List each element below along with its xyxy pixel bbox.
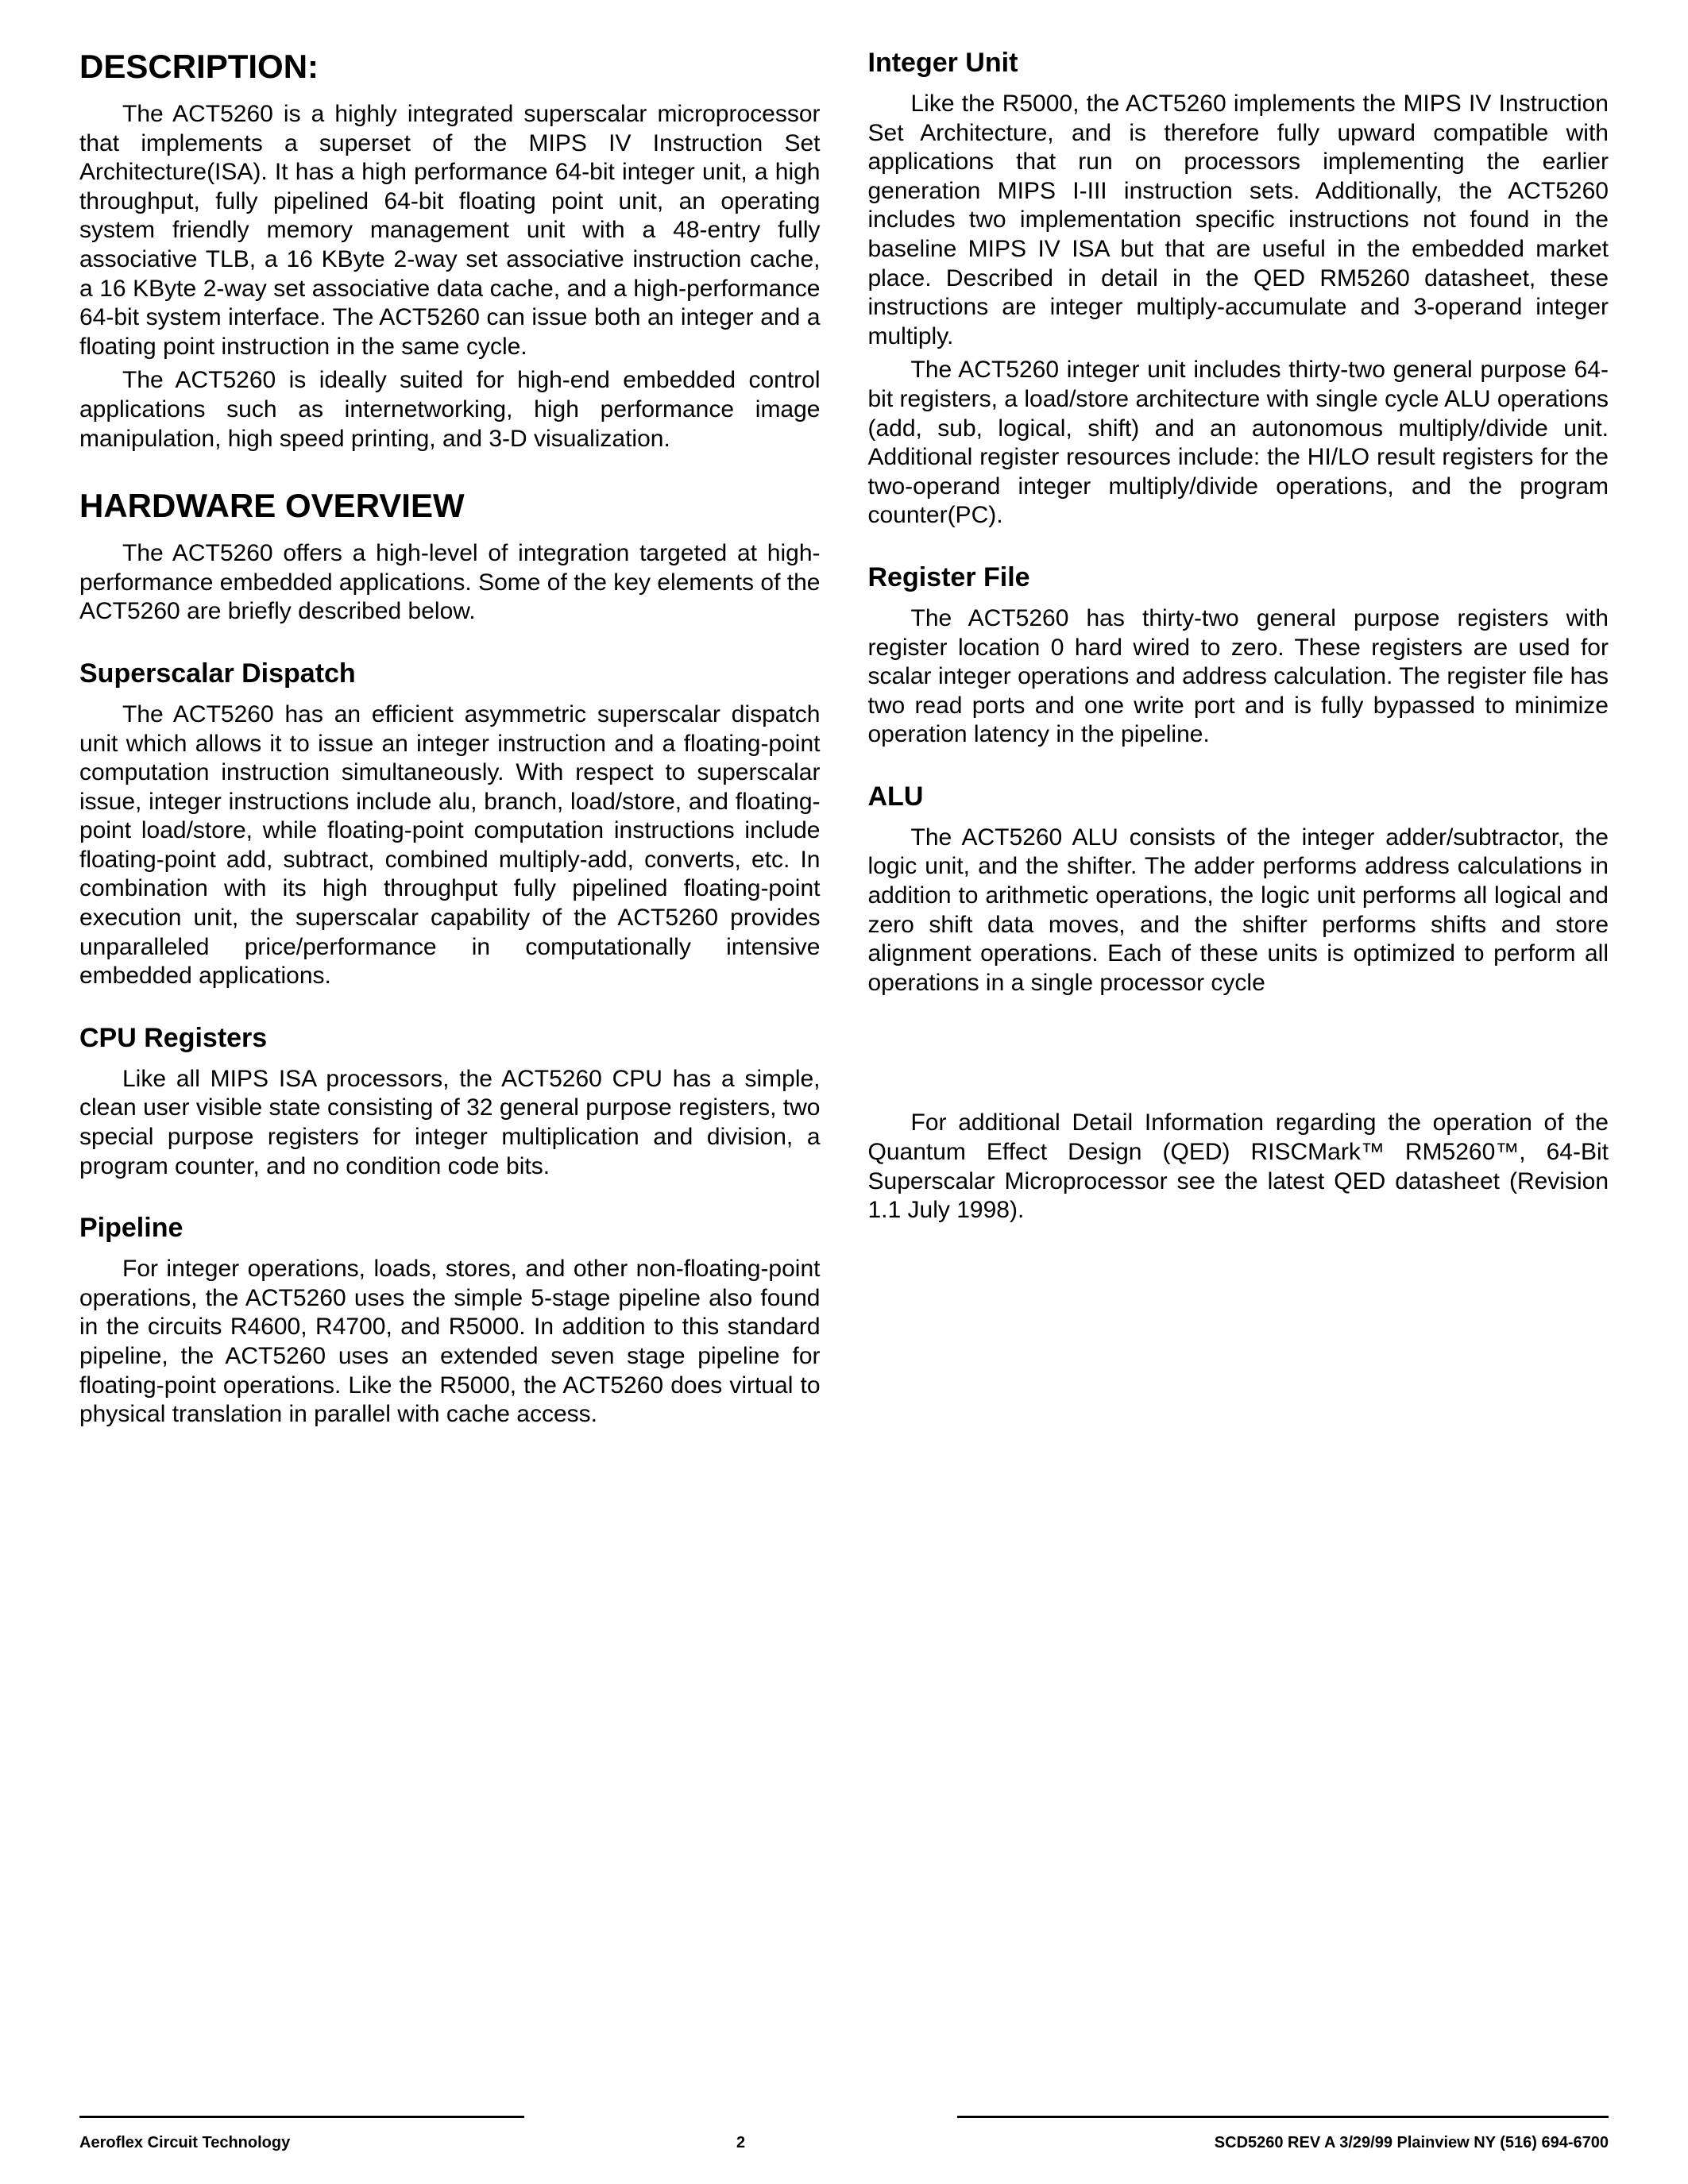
- footer-rule-right: [957, 2116, 1609, 2118]
- heading-pipeline: Pipeline: [79, 1213, 821, 1244]
- cpu-registers-p1: Like all MIPS ISA processors, the ACT526…: [79, 1065, 821, 1181]
- footer-right-block: SCD5260 REV A 3/29/99 Plainview NY (516)…: [957, 2116, 1609, 2152]
- heading-cpu-registers: CPU Registers: [79, 1023, 821, 1054]
- footer-left-text: Aeroflex Circuit Technology: [79, 2134, 290, 2151]
- heading-superscalar-dispatch: Superscalar Dispatch: [79, 658, 821, 689]
- heading-description: DESCRIPTION:: [79, 48, 821, 86]
- hardware-overview-p1: The ACT5260 offers a high-level of integ…: [79, 539, 821, 627]
- integer-unit-p2: The ACT5260 integer unit includes thirty…: [868, 356, 1609, 531]
- alu-p1: The ACT5260 ALU consists of the integer …: [868, 824, 1609, 998]
- page-footer: Aeroflex Circuit Technology 2 SCD5260 RE…: [79, 2116, 1609, 2152]
- pipeline-p1: For integer operations, loads, stores, a…: [79, 1255, 821, 1430]
- footer-right-text: SCD5260 REV A 3/29/99 Plainview NY (516)…: [1215, 2134, 1609, 2151]
- integer-unit-p1: Like the R5000, the ACT5260 implements t…: [868, 90, 1609, 351]
- heading-integer-unit: Integer Unit: [868, 48, 1609, 79]
- description-p1: The ACT5260 is a highly integrated super…: [79, 100, 821, 361]
- register-file-p1: The ACT5260 has thirty-two general purpo…: [868, 604, 1609, 750]
- description-p2: The ACT5260 is ideally suited for high-e…: [79, 366, 821, 453]
- superscalar-p1: The ACT5260 has an efficient asymmetric …: [79, 700, 821, 991]
- footer-rule-left: [79, 2116, 524, 2118]
- footer-left-block: Aeroflex Circuit Technology: [79, 2116, 524, 2152]
- closing-p1: For additional Detail Information regard…: [868, 1109, 1609, 1225]
- heading-alu: ALU: [868, 781, 1609, 812]
- page-body: DESCRIPTION: The ACT5260 is a highly int…: [79, 48, 1609, 2081]
- footer-page-number: 2: [524, 2134, 957, 2152]
- heading-hardware-overview: HARDWARE OVERVIEW: [79, 487, 821, 525]
- heading-register-file: Register File: [868, 562, 1609, 593]
